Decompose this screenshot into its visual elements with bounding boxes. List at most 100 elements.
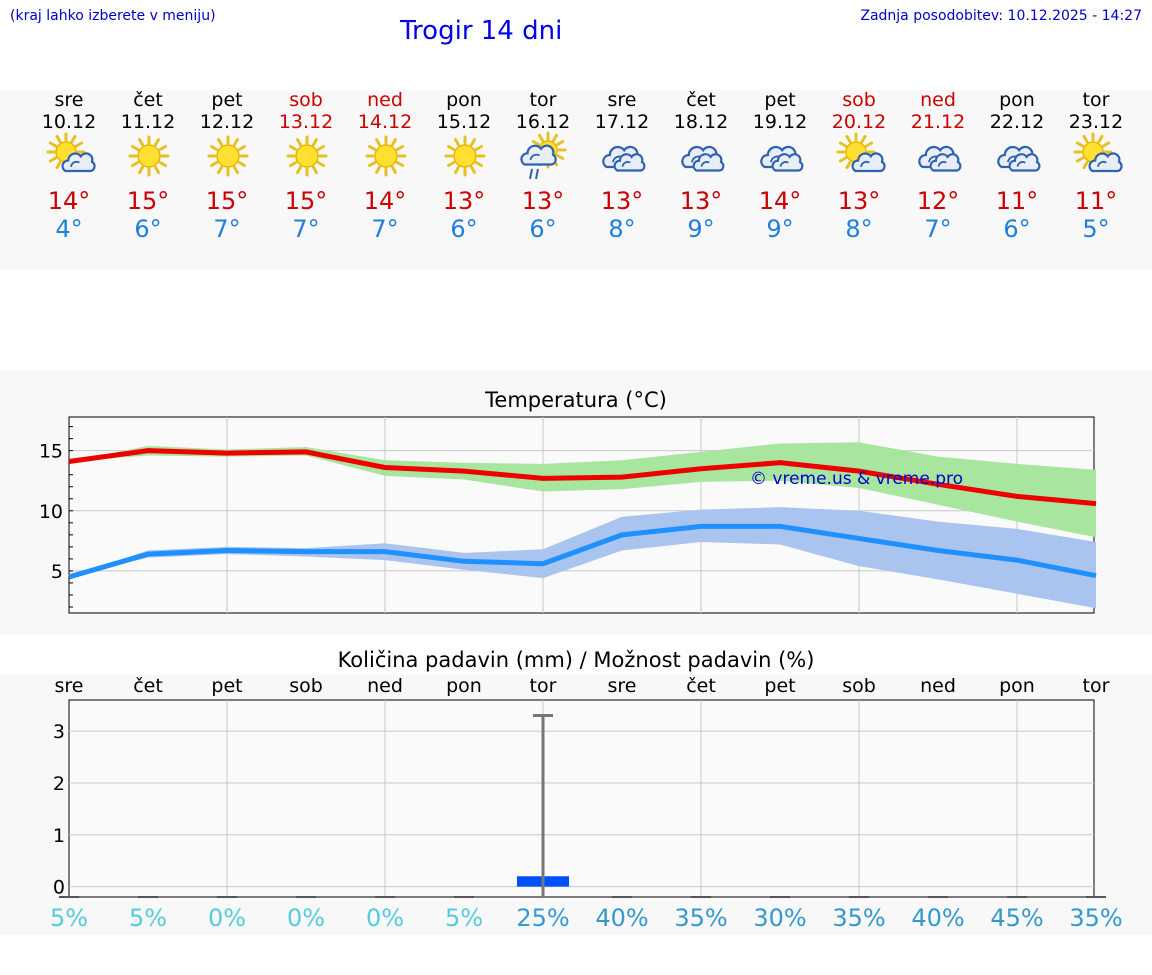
forecast-day: ned 21.12 12° 7° <box>899 89 978 243</box>
sun-icon <box>109 131 188 187</box>
temp-max: 14° <box>758 187 802 215</box>
day-date: 16.12 <box>515 111 571 133</box>
page-title: Trogir 14 dni <box>400 16 563 46</box>
day-date: 11.12 <box>120 111 176 133</box>
precip-probability: 5% <box>444 904 484 932</box>
forecast-day: pet 12.12 15° 7° <box>188 89 267 243</box>
cloud-icon <box>741 131 820 187</box>
temp-max: 12° <box>916 187 960 215</box>
sun-cloud-icon <box>30 131 109 187</box>
precip-day-label: sob <box>842 675 876 697</box>
precip-probability: 0% <box>286 904 326 932</box>
precipitation-chart: 0 1 2 3 <box>53 699 1106 899</box>
day-date: 18.12 <box>673 111 729 133</box>
precip-day-label: pet <box>764 675 796 697</box>
day-date: 17.12 <box>594 111 650 133</box>
y-tick-label: 1 <box>53 825 65 847</box>
precipitation-chart-title: Količina padavin (mm) / Možnost padavin … <box>337 648 815 672</box>
day-name: ned <box>920 89 956 111</box>
precip-probability: 45% <box>990 904 1044 932</box>
sun-cloud-icon <box>1057 131 1136 187</box>
day-name: čet <box>686 89 716 111</box>
temp-max: 14° <box>47 187 91 215</box>
precip-probability: 40% <box>595 904 649 932</box>
forecast-day: pon 22.12 11° 6° <box>978 89 1057 243</box>
precip-probability: 5% <box>128 904 168 932</box>
temp-min: 7° <box>213 215 241 243</box>
forecast-day: sob 13.12 15° 7° <box>267 89 346 243</box>
temp-max: 14° <box>363 187 407 215</box>
sun-cloud-rain-icon <box>504 131 583 187</box>
max-temp-line <box>68 448 1097 507</box>
temp-min: 6° <box>450 215 478 243</box>
y-tick-label: 15 <box>39 441 63 463</box>
precip-probability: 30% <box>753 904 807 932</box>
day-name: tor <box>529 89 557 111</box>
precip-probability: 25% <box>516 904 570 932</box>
day-date: 19.12 <box>752 111 808 133</box>
precip-probability: 35% <box>674 904 728 932</box>
precip-probability: 35% <box>1069 904 1123 932</box>
temp-max: 11° <box>995 187 1039 215</box>
forecast-day: čet 18.12 13° 9° <box>662 89 741 243</box>
precip-day-label: sre <box>607 675 637 697</box>
y-tick-label: 10 <box>39 501 63 523</box>
day-name: čet <box>133 89 163 111</box>
sun-cloud-icon <box>820 131 899 187</box>
forecast-day: pet 19.12 14° 9° <box>741 89 820 243</box>
temp-max: 15° <box>284 187 328 215</box>
day-date: 21.12 <box>910 111 966 133</box>
precip-probability: 5% <box>49 904 89 932</box>
sun-icon <box>346 131 425 187</box>
day-date: 23.12 <box>1068 111 1124 133</box>
sun-icon <box>425 131 504 187</box>
precip-day-label: pet <box>211 675 243 697</box>
day-name: tor <box>1082 89 1110 111</box>
day-name: sre <box>54 89 84 111</box>
day-name: pon <box>999 89 1035 111</box>
day-date: 10.12 <box>41 111 97 133</box>
watermark: © vreme.us & vreme.pro <box>750 469 963 489</box>
y-tick-label: 2 <box>53 773 65 795</box>
day-name: sob <box>289 89 323 111</box>
cloud-icon <box>662 131 741 187</box>
location-hint-link[interactable]: (kraj lahko izberete v meniju) <box>10 8 216 24</box>
day-date: 15.12 <box>436 111 492 133</box>
temp-min: 7° <box>371 215 399 243</box>
precip-day-label: ned <box>367 675 403 697</box>
max-range-band <box>69 442 1096 538</box>
forecast-day: ned 14.12 14° 7° <box>346 89 425 243</box>
precip-probability: 35% <box>832 904 886 932</box>
day-name: sob <box>842 89 876 111</box>
temp-min: 9° <box>687 215 715 243</box>
precip-day-label: pon <box>999 675 1035 697</box>
temp-max: 13° <box>679 187 723 215</box>
temperature-chart: 5 10 15 © vreme.us & vreme.pro <box>39 416 1097 614</box>
temp-min: 4° <box>55 215 83 243</box>
precip-day-label: pon <box>446 675 482 697</box>
cloud-icon <box>978 131 1057 187</box>
precip-day-label: čet <box>686 675 716 697</box>
temp-max: 13° <box>600 187 644 215</box>
precip-day-label: sob <box>289 675 323 697</box>
precip-day-label: čet <box>133 675 163 697</box>
plot-area <box>68 699 1095 898</box>
temp-min: 6° <box>134 215 162 243</box>
forecast-day: sob 20.12 13° 8° <box>820 89 899 243</box>
forecast-day: sre 17.12 13° 8° <box>583 89 662 243</box>
temp-min: 7° <box>924 215 952 243</box>
precip-probability: 0% <box>207 904 247 932</box>
precip-day-label: tor <box>529 675 557 697</box>
day-date: 13.12 <box>278 111 334 133</box>
forecast-day: sre 10.12 14° 4° <box>30 89 109 243</box>
forecast-day: pon 15.12 13° 6° <box>425 89 504 243</box>
day-name: pet <box>211 89 243 111</box>
min-range-band <box>69 507 1096 609</box>
temp-max: 13° <box>521 187 565 215</box>
temp-min: 8° <box>845 215 873 243</box>
precip-probability: 0% <box>365 904 405 932</box>
temp-max: 11° <box>1074 187 1118 215</box>
temp-max: 15° <box>205 187 249 215</box>
forecast-band <box>0 90 1152 270</box>
temp-max: 15° <box>126 187 170 215</box>
